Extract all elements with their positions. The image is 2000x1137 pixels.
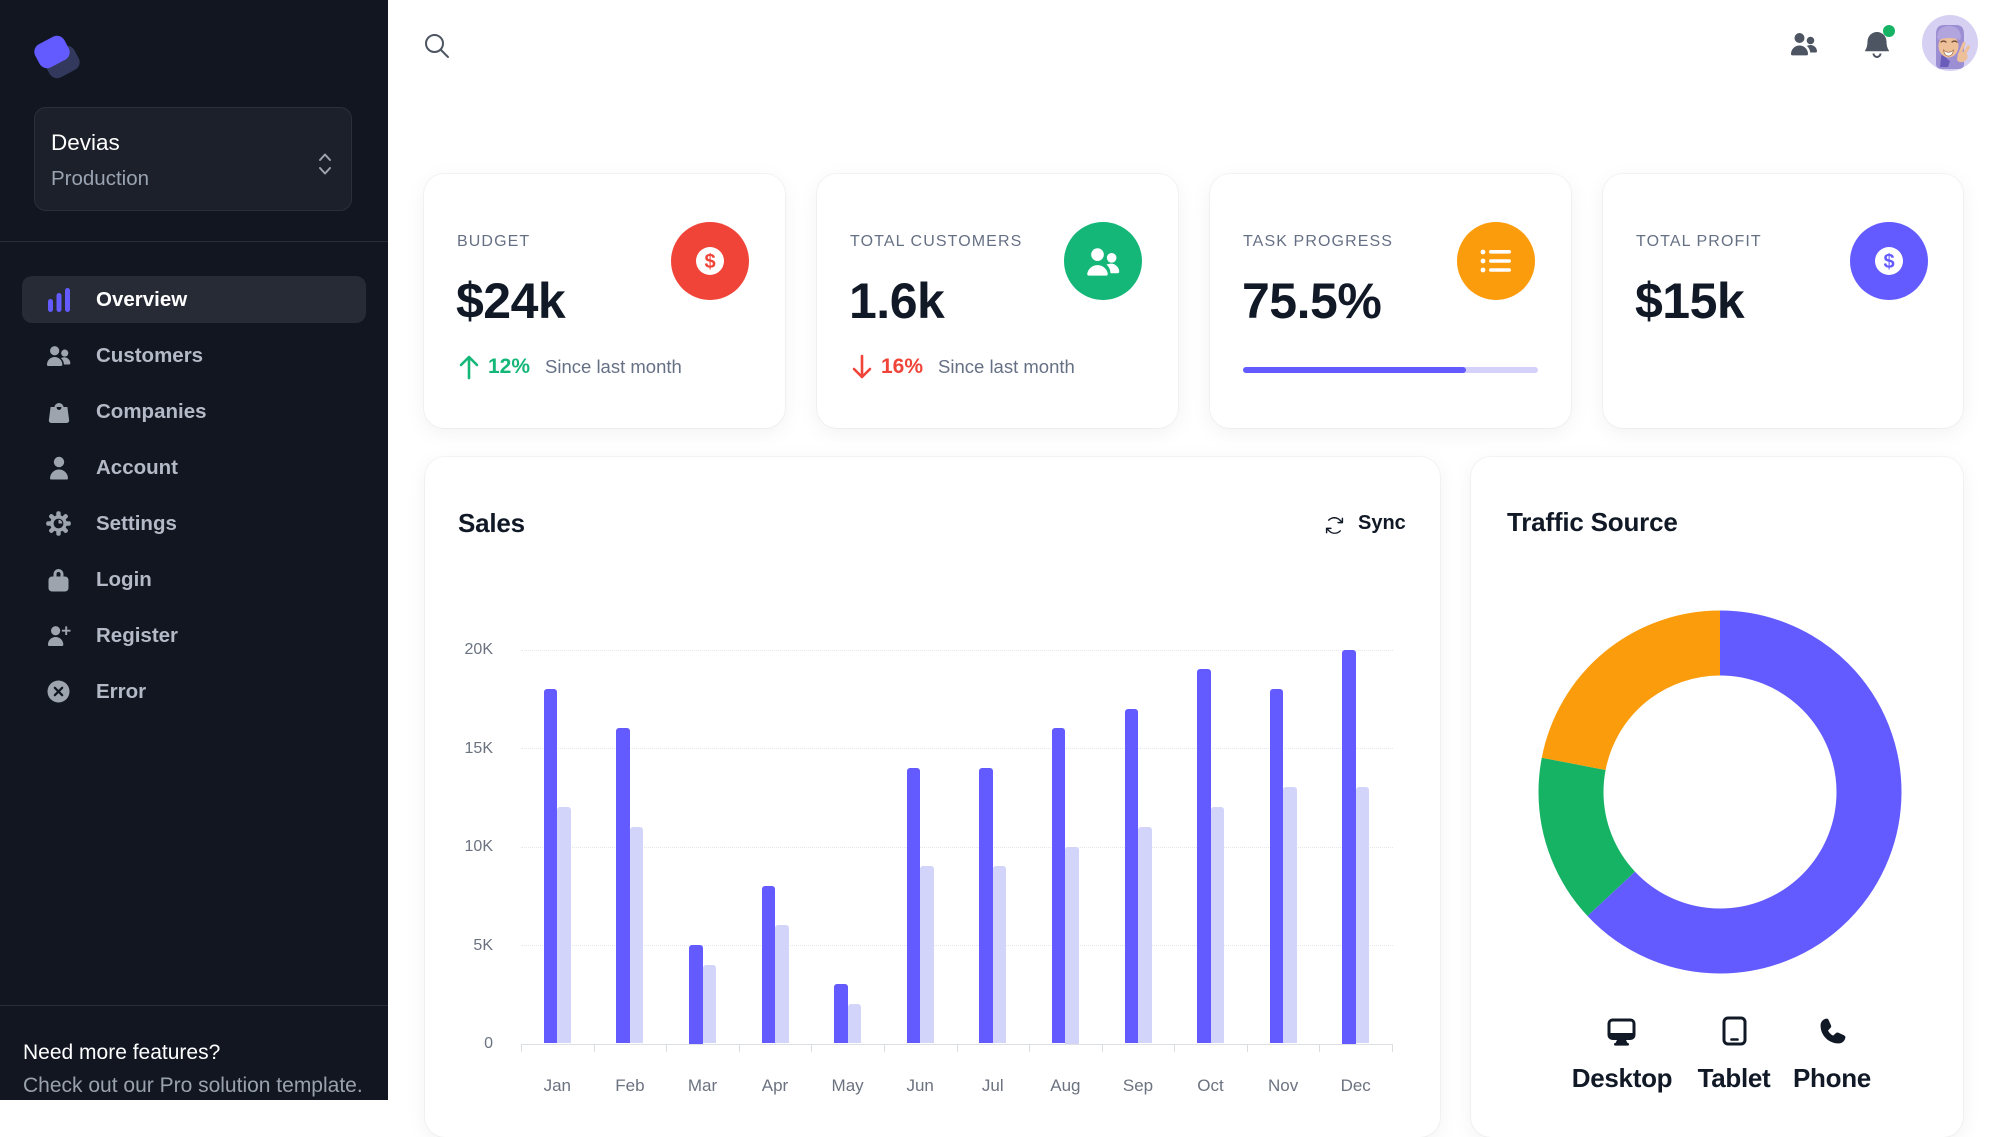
svg-text:$: $ bbox=[704, 251, 715, 273]
svg-text:$: $ bbox=[1883, 251, 1894, 273]
